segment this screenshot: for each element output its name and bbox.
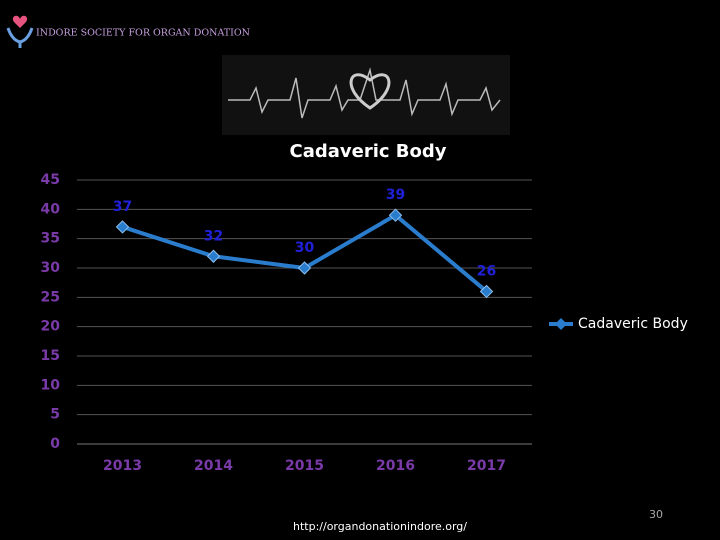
data-label: 37 <box>113 199 132 215</box>
data-marker <box>206 249 221 263</box>
org-name: INDORE SOCIETY FOR ORGAN DONATION <box>36 28 250 39</box>
heartbeat-banner <box>222 55 510 135</box>
x-tick-label: 2013 <box>103 458 142 474</box>
y-tick-label: 20 <box>41 319 61 335</box>
data-label: 39 <box>386 187 405 203</box>
chart-title: Cadaveric Body <box>289 141 446 162</box>
legend-label: Cadaveric Body <box>578 316 688 332</box>
y-tick-label: 45 <box>41 172 60 188</box>
y-tick-label: 30 <box>41 260 61 276</box>
y-tick-label: 40 <box>41 201 61 217</box>
x-tick-label: 2015 <box>285 458 324 474</box>
y-tick-label: 10 <box>41 377 61 393</box>
y-tick-label: 5 <box>50 407 60 423</box>
data-label: 32 <box>204 228 223 244</box>
page-number: 30 <box>649 508 663 521</box>
x-tick-label: 2016 <box>376 458 415 474</box>
x-tick-label: 2017 <box>467 458 506 474</box>
y-tick-label: 25 <box>41 289 60 305</box>
y-tick-label: 0 <box>50 436 60 452</box>
footer-url: http://organdonationindore.org/ <box>293 520 467 533</box>
data-marker <box>479 284 494 299</box>
data-marker <box>388 208 403 222</box>
data-marker <box>115 220 130 234</box>
data-label: 26 <box>477 263 496 279</box>
data-marker <box>297 261 312 275</box>
data-label: 30 <box>295 240 315 256</box>
y-tick-label: 15 <box>41 348 60 364</box>
x-tick-label: 2014 <box>194 458 233 474</box>
logo <box>6 15 34 48</box>
legend-marker <box>555 318 567 330</box>
y-tick-label: 35 <box>41 231 60 247</box>
